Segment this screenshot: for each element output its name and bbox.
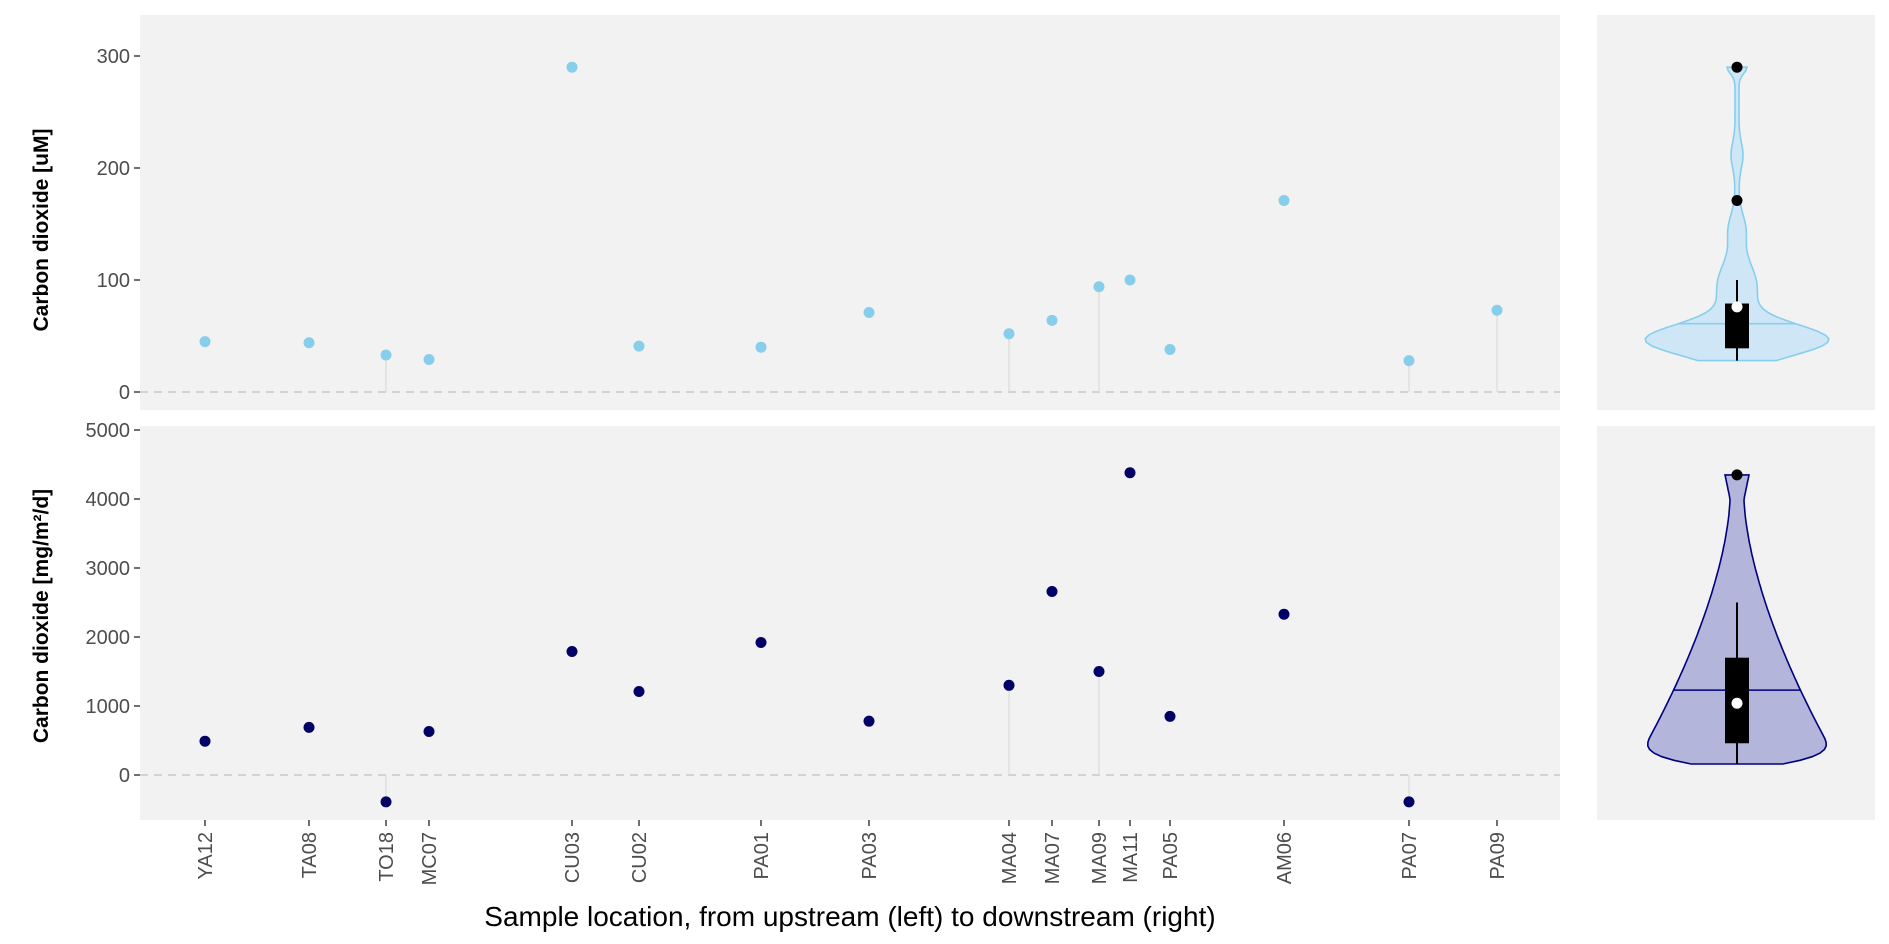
mean-point <box>1731 301 1743 313</box>
data-point-pa09 <box>1491 304 1503 316</box>
violin-shape <box>1644 66 1830 362</box>
data-point-ma09 <box>1093 281 1105 293</box>
data-point-ta08 <box>303 337 315 349</box>
x-axis: YA12 TA08 TO18 MC07 CU03 CU02 PA01 PA03 MA04 MA07… <box>195 820 1509 885</box>
x-tick-label-to18: TO18 <box>376 832 398 882</box>
y-axis-title-bottom: Carbon dioxide [mg/m²/d] <box>30 489 53 743</box>
x-tick-label-pa05: PA05 <box>1160 832 1182 879</box>
y-tick-label: 0 <box>119 765 130 787</box>
mean-point <box>1731 697 1743 709</box>
data-point-pa03 <box>863 306 875 318</box>
x-tick-label-mc07: MC07 <box>419 832 441 885</box>
data-point-ma04 <box>1003 328 1015 340</box>
data-point-ma07 <box>1046 585 1058 597</box>
x-tick-label-pa01: PA01 <box>751 832 773 879</box>
x-tick-label-pa09: PA09 <box>1487 832 1509 879</box>
panel-background <box>140 15 1560 410</box>
outlier-point <box>1731 194 1743 206</box>
x-tick-label-ma04: MA04 <box>999 832 1021 884</box>
data-point-ma07 <box>1046 314 1058 326</box>
x-tick-label-cu02: CU02 <box>629 832 651 883</box>
panel-bottom-left: 0 1000 2000 3000 4000 5000 <box>86 420 1560 820</box>
x-tick-label-pa07: PA07 <box>1399 832 1421 879</box>
outlier-point <box>1731 469 1743 481</box>
y-tick-label: 4000 <box>86 489 131 511</box>
data-point-pa01 <box>755 341 767 353</box>
data-point-ya12 <box>199 336 211 348</box>
panel-bottom-right <box>1597 426 1875 820</box>
x-tick-label-ma11: MA11 <box>1120 832 1142 883</box>
x-tick-label-ma07: MA07 <box>1042 832 1064 884</box>
data-point-cu03 <box>566 645 578 657</box>
data-point-to18 <box>380 796 392 808</box>
y-tick-label: 1000 <box>86 696 131 718</box>
y-tick-label: 5000 <box>86 420 131 442</box>
data-point-ya12 <box>199 735 211 747</box>
x-tick-label-ta08: TA08 <box>299 832 321 878</box>
y-tick-label: 300 <box>97 46 130 68</box>
y-tick-label: 2000 <box>86 627 131 649</box>
panel-top-right <box>1597 15 1875 410</box>
data-point-mc07 <box>423 726 435 738</box>
x-tick-label-ya12: YA12 <box>195 832 217 879</box>
data-point-mc07 <box>423 354 435 366</box>
data-point-pa05 <box>1164 710 1176 722</box>
x-tick-label-cu03: CU03 <box>562 832 584 883</box>
outlier-point <box>1731 61 1743 73</box>
panel-background <box>140 426 1560 820</box>
x-tick-label-pa03: PA03 <box>859 832 881 879</box>
data-point-ta08 <box>303 721 315 733</box>
data-point-to18 <box>380 349 392 361</box>
data-point-am06 <box>1278 194 1290 206</box>
data-point-pa01 <box>755 637 767 649</box>
data-point-pa03 <box>863 715 875 727</box>
data-point-pa07 <box>1403 355 1415 367</box>
y-tick-label: 3000 <box>86 558 131 580</box>
data-point-cu02 <box>633 340 645 352</box>
data-point-pa05 <box>1164 343 1176 355</box>
panel-top-left: 0 100 200 300 <box>97 15 1560 410</box>
data-point-cu03 <box>566 61 578 73</box>
data-point-ma11 <box>1124 274 1136 286</box>
data-point-cu02 <box>633 686 645 698</box>
x-tick-label-ma09: MA09 <box>1089 832 1111 884</box>
data-point-ma09 <box>1093 666 1105 677</box>
x-tick-label-am06: AM06 <box>1274 832 1296 884</box>
y-tick-label: 200 <box>97 158 130 180</box>
y-tick-label: 100 <box>97 270 130 292</box>
data-point-ma04 <box>1003 679 1015 691</box>
data-point-ma11 <box>1124 467 1136 479</box>
x-axis-title: Sample location, from upstream (left) to… <box>484 901 1215 932</box>
data-point-am06 <box>1278 608 1290 620</box>
y-tick-label: 0 <box>119 382 130 404</box>
y-axis-title-top: Carbon dioxide [uM] <box>30 129 53 332</box>
data-point-pa07 <box>1403 796 1415 808</box>
